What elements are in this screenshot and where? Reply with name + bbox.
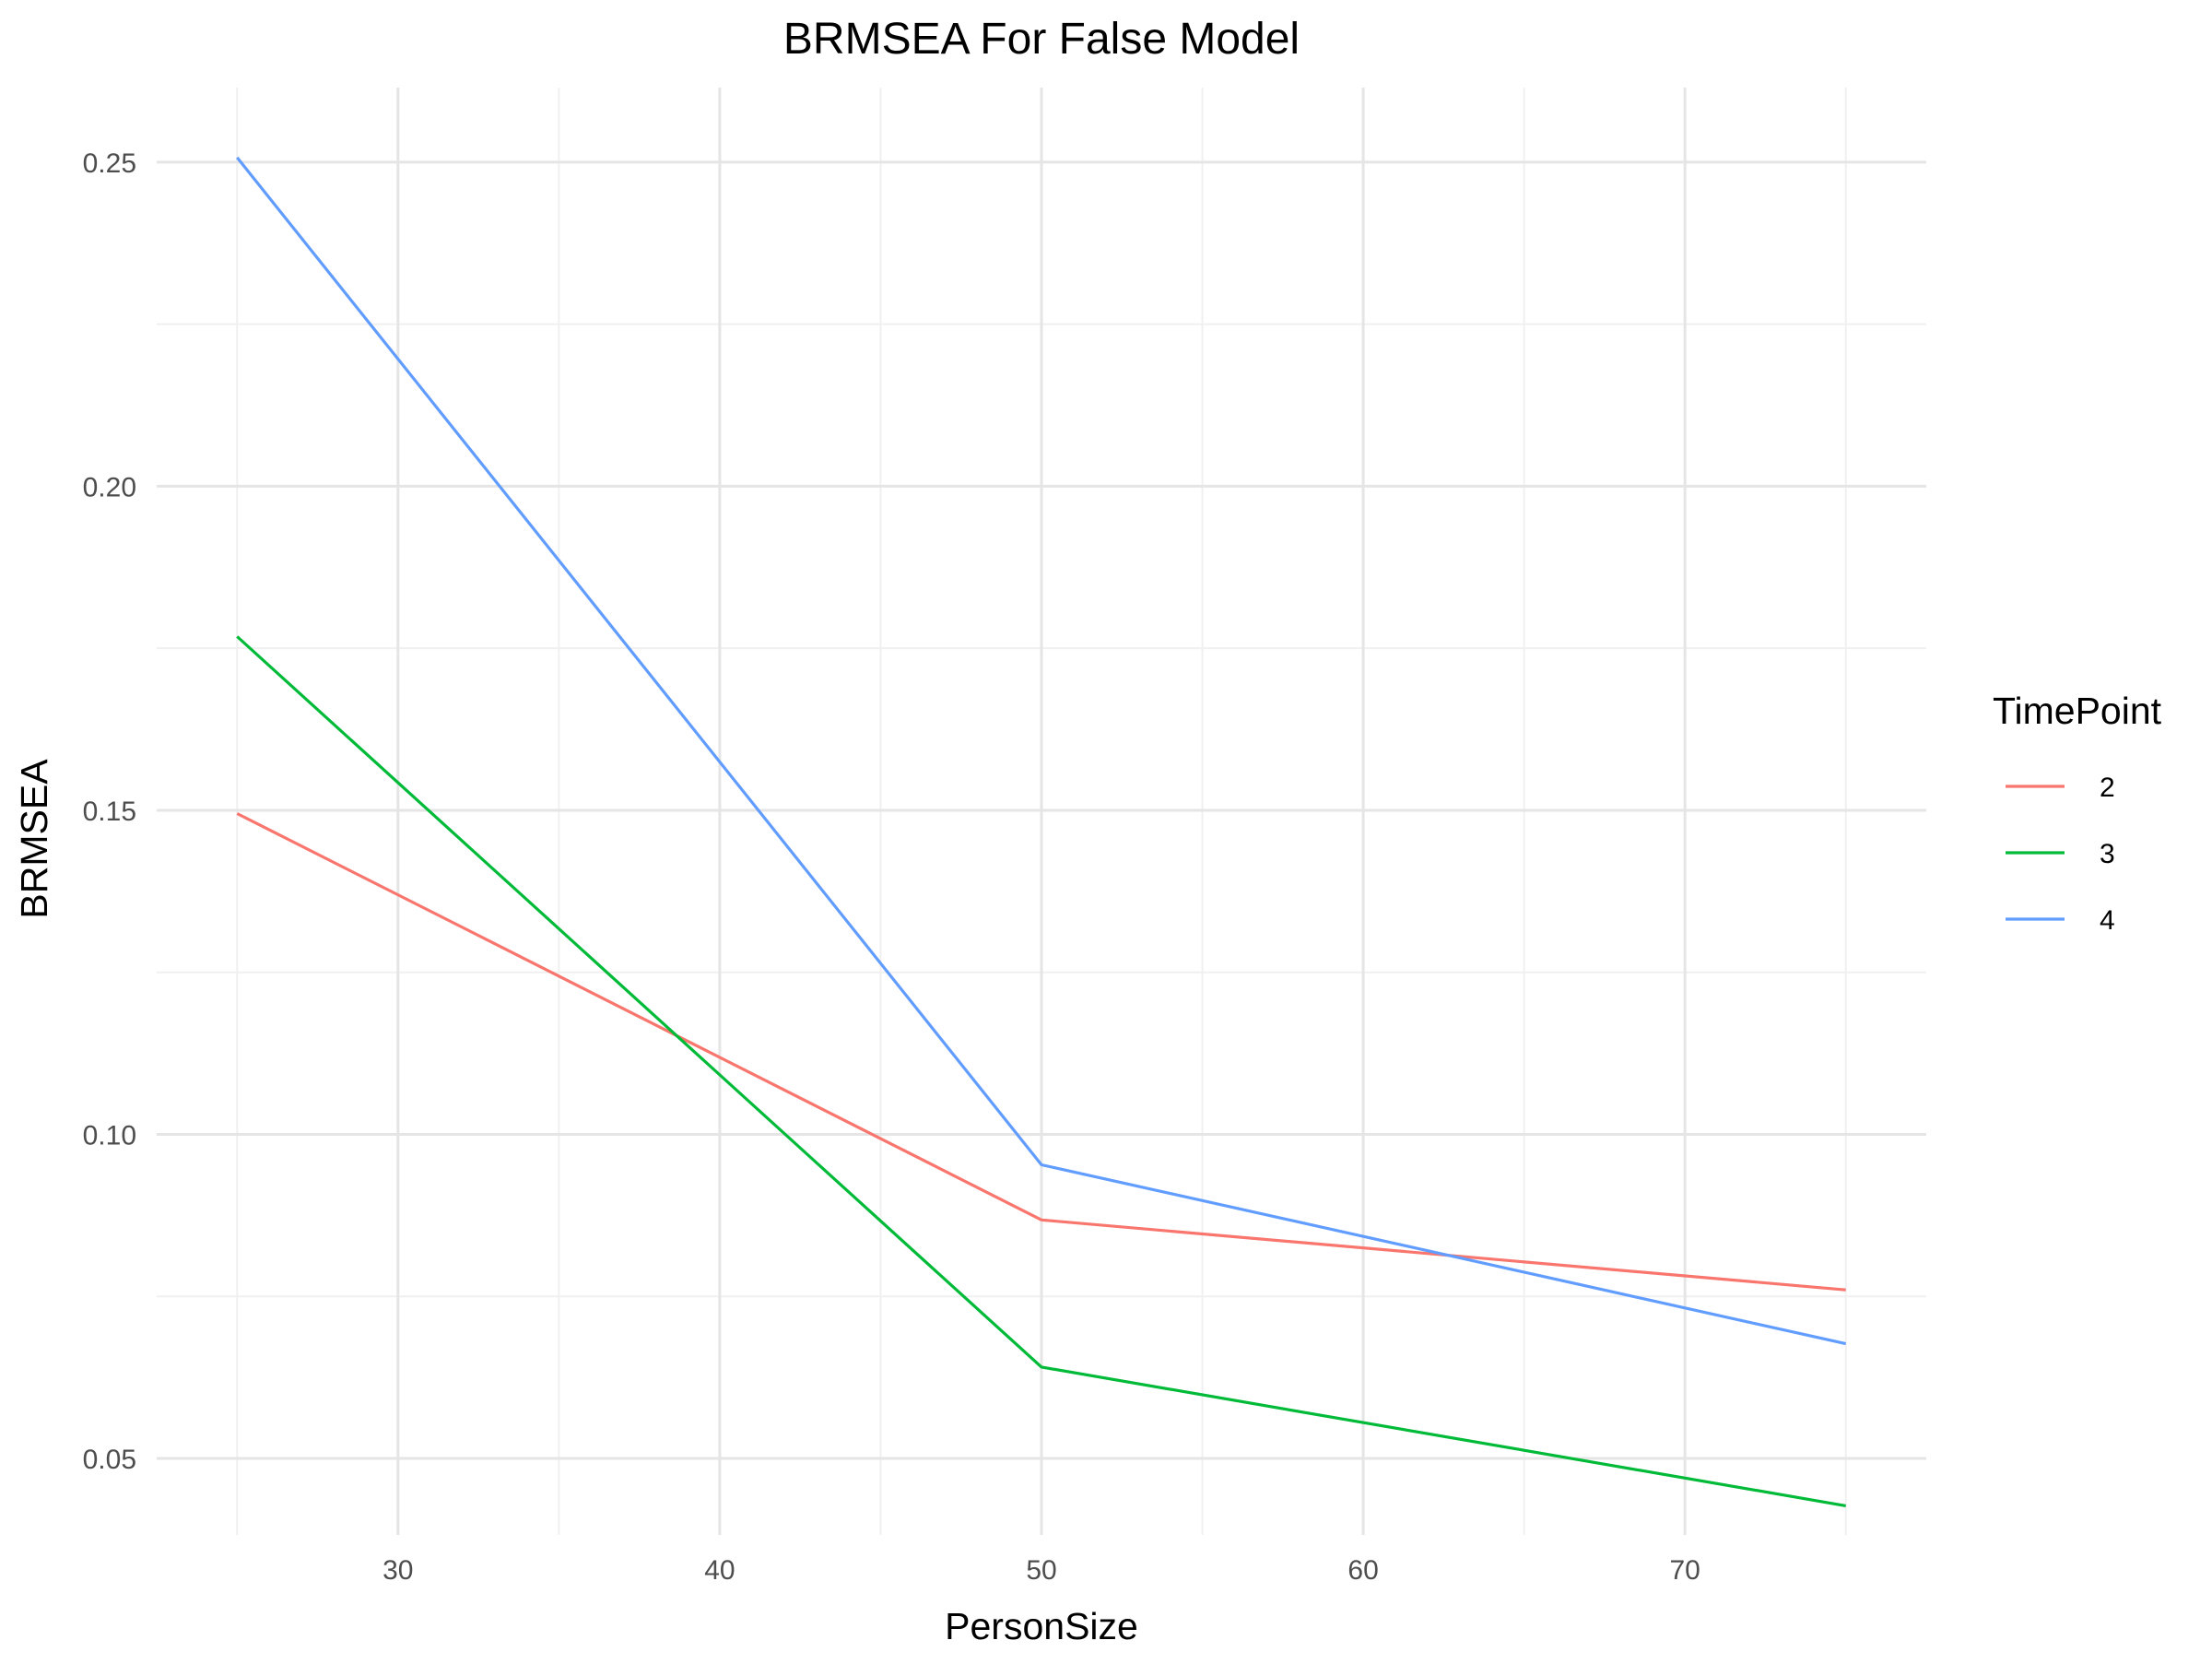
y-tick-label: 0.25 xyxy=(83,148,136,179)
x-tick-label: 30 xyxy=(382,1555,413,1586)
series-layer xyxy=(236,156,1847,1507)
major-gridlines xyxy=(157,88,1926,1535)
x-tick-label: 60 xyxy=(1347,1555,1378,1586)
series-line-3 xyxy=(236,635,1846,1507)
legend-item-4: 4 xyxy=(2006,905,2115,936)
y-tick-label: 0.15 xyxy=(83,797,136,827)
legend-item-3: 3 xyxy=(2006,839,2115,869)
x-tick-label: 50 xyxy=(1026,1555,1056,1586)
series-line-2 xyxy=(236,812,1846,1292)
y-axis-tick-labels: 0.05 0.10 0.15 0.20 0.25 xyxy=(83,148,136,1475)
x-tick-label: 70 xyxy=(1669,1555,1700,1586)
y-tick-label: 0.10 xyxy=(83,1120,136,1151)
series-line-4 xyxy=(236,156,1847,1346)
legend-item-2: 2 xyxy=(2006,773,2115,803)
legend-label-4: 4 xyxy=(2100,905,2115,936)
legend-label-2: 2 xyxy=(2100,773,2115,803)
x-tick-label: 40 xyxy=(704,1555,735,1586)
legend: TimePoint 2 3 4 xyxy=(1993,690,2162,936)
x-axis-title: PersonSize xyxy=(945,1605,1138,1647)
chart-title: BRMSEA For False Model xyxy=(783,15,1300,64)
y-axis-title: BRMSEA xyxy=(13,759,55,919)
x-axis-tick-labels: 30 40 50 60 70 xyxy=(382,1555,1700,1586)
legend-label-3: 3 xyxy=(2100,839,2115,869)
y-tick-label: 0.20 xyxy=(83,472,136,502)
legend-title: TimePoint xyxy=(1993,690,2162,732)
y-tick-label: 0.05 xyxy=(83,1445,136,1475)
legend-items: 2 3 4 xyxy=(2006,773,2115,936)
